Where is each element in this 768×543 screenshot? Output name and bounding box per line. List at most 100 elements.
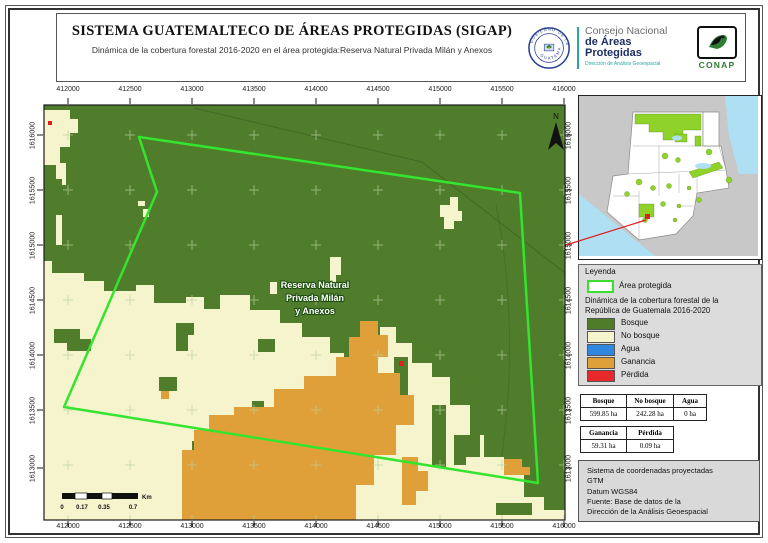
svg-text:0: 0 — [60, 505, 64, 511]
info-line: Fuente: Base de datos de la — [587, 496, 681, 506]
legend-label-no-bosque: No bosque — [621, 331, 660, 340]
legend: Leyenda Área protegida Dinámica de la co… — [578, 264, 762, 386]
y-axis-label: 1614000 — [565, 341, 573, 370]
y-axis-label: 1615000 — [29, 231, 37, 260]
axis-ticks — [37, 98, 572, 527]
page-border-outer — [5, 5, 763, 538]
y-axis-label: 1613500 — [565, 396, 573, 425]
y-axis-label: 1614000 — [29, 341, 37, 370]
conap-label: CONAP — [698, 59, 736, 70]
stats-header: Ganancia — [580, 426, 627, 440]
x-axis-label: 415500 — [490, 86, 514, 93]
y-axis-label: 1613000 — [29, 454, 37, 483]
x-axis-label: 414500 — [366, 523, 390, 530]
map-frame — [43, 104, 566, 521]
info-line: GTM — [587, 476, 604, 486]
stats-value: 0 ha — [673, 407, 707, 421]
legend-swatch-bosque — [587, 318, 615, 330]
y-axis-label: 1613500 — [29, 396, 37, 425]
x-axis-label: 413500 — [242, 523, 266, 530]
stats-value: 242.28 ha — [626, 407, 674, 421]
stats-header: Pérdida — [626, 426, 674, 440]
legend-swatch-agua — [587, 344, 615, 356]
legend-swatch-ganancia — [587, 357, 615, 369]
legend-label-perdida: Pérdida — [621, 370, 649, 379]
y-axis-label: 1614500 — [29, 286, 37, 315]
protected-area-boundary — [62, 135, 540, 485]
svg-text:Privada Milán: Privada Milán — [286, 293, 344, 303]
info-line: Sistema de coordenadas proyectadas — [587, 466, 713, 475]
y-axis-label: 1614500 — [565, 286, 573, 315]
page-title: SISTEMA GUATEMALTECO DE ÁREAS PROTEGIDAS… — [71, 23, 513, 39]
x-axis-label: 414000 — [304, 523, 328, 530]
conap-wordmark: Consejo Nacional de Áreas Protegidas Dir… — [585, 24, 687, 70]
x-axis-label: 416000 — [552, 523, 576, 530]
inset-lake-peten — [672, 135, 682, 141]
x-axis-label: 412500 — [118, 523, 142, 530]
svg-text:Reserva Natural: Reserva Natural — [281, 280, 350, 290]
legend-title: Leyenda — [585, 267, 616, 276]
svg-text:y Anexos: y Anexos — [295, 306, 335, 316]
x-axis-label: 415500 — [490, 523, 514, 530]
grid-crosses — [44, 105, 565, 520]
stats-value: 599.85 ha — [580, 407, 627, 421]
x-axis-label: 415000 — [428, 523, 452, 530]
svg-text:0.7: 0.7 — [129, 505, 138, 511]
area-name-label: Reserva Natural Privada Milán y Anexos — [280, 279, 351, 317]
svg-text:0.35: 0.35 — [98, 505, 110, 511]
legend-label-agua: Agua — [621, 344, 640, 353]
inset-caribbean-sea — [725, 96, 758, 174]
logo-group: GOBIERNO DE LA REPÚBLICA GUATEMALA Conse… — [527, 14, 745, 81]
x-axis-label: 416000 — [552, 86, 576, 93]
x-axis-label: 414000 — [304, 86, 328, 93]
x-axis-label: 413500 — [242, 86, 266, 93]
conap-bird-icon — [697, 25, 737, 59]
stats-header: No bosque — [626, 394, 674, 408]
area-protegida-label: Área protegida — [619, 281, 672, 290]
conap-logo: CONAP — [697, 25, 737, 70]
info-line: Datum WGS84 — [587, 486, 638, 496]
info-line: Dirección de la Análisis Geoespacial — [587, 507, 708, 517]
stats-table-change: Ganancia Pérdida 59.31 ha 0.09 ha — [580, 426, 674, 453]
page-subtitle: Dinámica de la cobertura forestal 2016-2… — [91, 45, 493, 55]
stats-value: 59.31 ha — [580, 439, 627, 453]
inset-belize — [702, 111, 720, 147]
main-map: Reserva Natural Privada Milán y Anexos N… — [37, 98, 572, 527]
scale-bar: Km 0 0.17 0.35 0.7 — [60, 492, 152, 511]
inset-location-marker — [645, 214, 650, 219]
org-line1: Consejo Nacional — [585, 24, 668, 37]
area-protegida-swatch — [587, 280, 614, 293]
north-arrow-icon: N — [548, 112, 564, 150]
svg-text:0.17: 0.17 — [76, 505, 88, 511]
inset-lake-izabal — [695, 163, 711, 169]
y-axis-label: 1615500 — [565, 176, 573, 205]
y-axis-label: 1615500 — [29, 176, 37, 205]
y-axis-label: 1615000 — [565, 231, 573, 260]
svg-text:N: N — [553, 112, 559, 121]
legend-subtitle: Dinámica de la cobertura forestal de la … — [585, 296, 719, 315]
y-axis-label: 1616000 — [565, 121, 573, 150]
svg-text:Km: Km — [142, 495, 152, 501]
x-axis-label: 413000 — [180, 523, 204, 530]
legend-label-bosque: Bosque — [621, 318, 649, 327]
x-axis-label: 414500 — [366, 86, 390, 93]
gobierno-seal-icon: GOBIERNO DE LA REPÚBLICA GUATEMALA — [527, 25, 570, 69]
x-axis-label: 412500 — [118, 86, 142, 93]
org-line3: Dirección de Análisis Geoespacial — [585, 60, 661, 67]
y-axis-label: 1616000 — [29, 121, 37, 150]
guatemala-inset-map — [578, 95, 762, 260]
y-axis-label: 1613000 — [565, 454, 573, 483]
x-axis-label: 413000 — [180, 86, 204, 93]
x-axis-label: 415000 — [428, 86, 452, 93]
legend-swatch-perdida — [587, 370, 615, 382]
stats-value: 0.09 ha — [626, 439, 674, 453]
x-axis-label: 412000 — [56, 523, 80, 530]
logo-divider — [577, 26, 580, 69]
legend-swatch-no-bosque — [587, 331, 615, 343]
coordinate-system-info: Sistema de coordenadas proyectadas GTM D… — [578, 460, 760, 522]
org-line2: de Áreas Protegidas — [585, 35, 642, 59]
stats-table-cover: Bosque No bosque Agua 599.85 ha 242.28 h… — [580, 394, 707, 421]
stats-header: Agua — [673, 394, 707, 408]
header: SISTEMA GUATEMALTECO DE ÁREAS PROTEGIDAS… — [56, 13, 746, 82]
